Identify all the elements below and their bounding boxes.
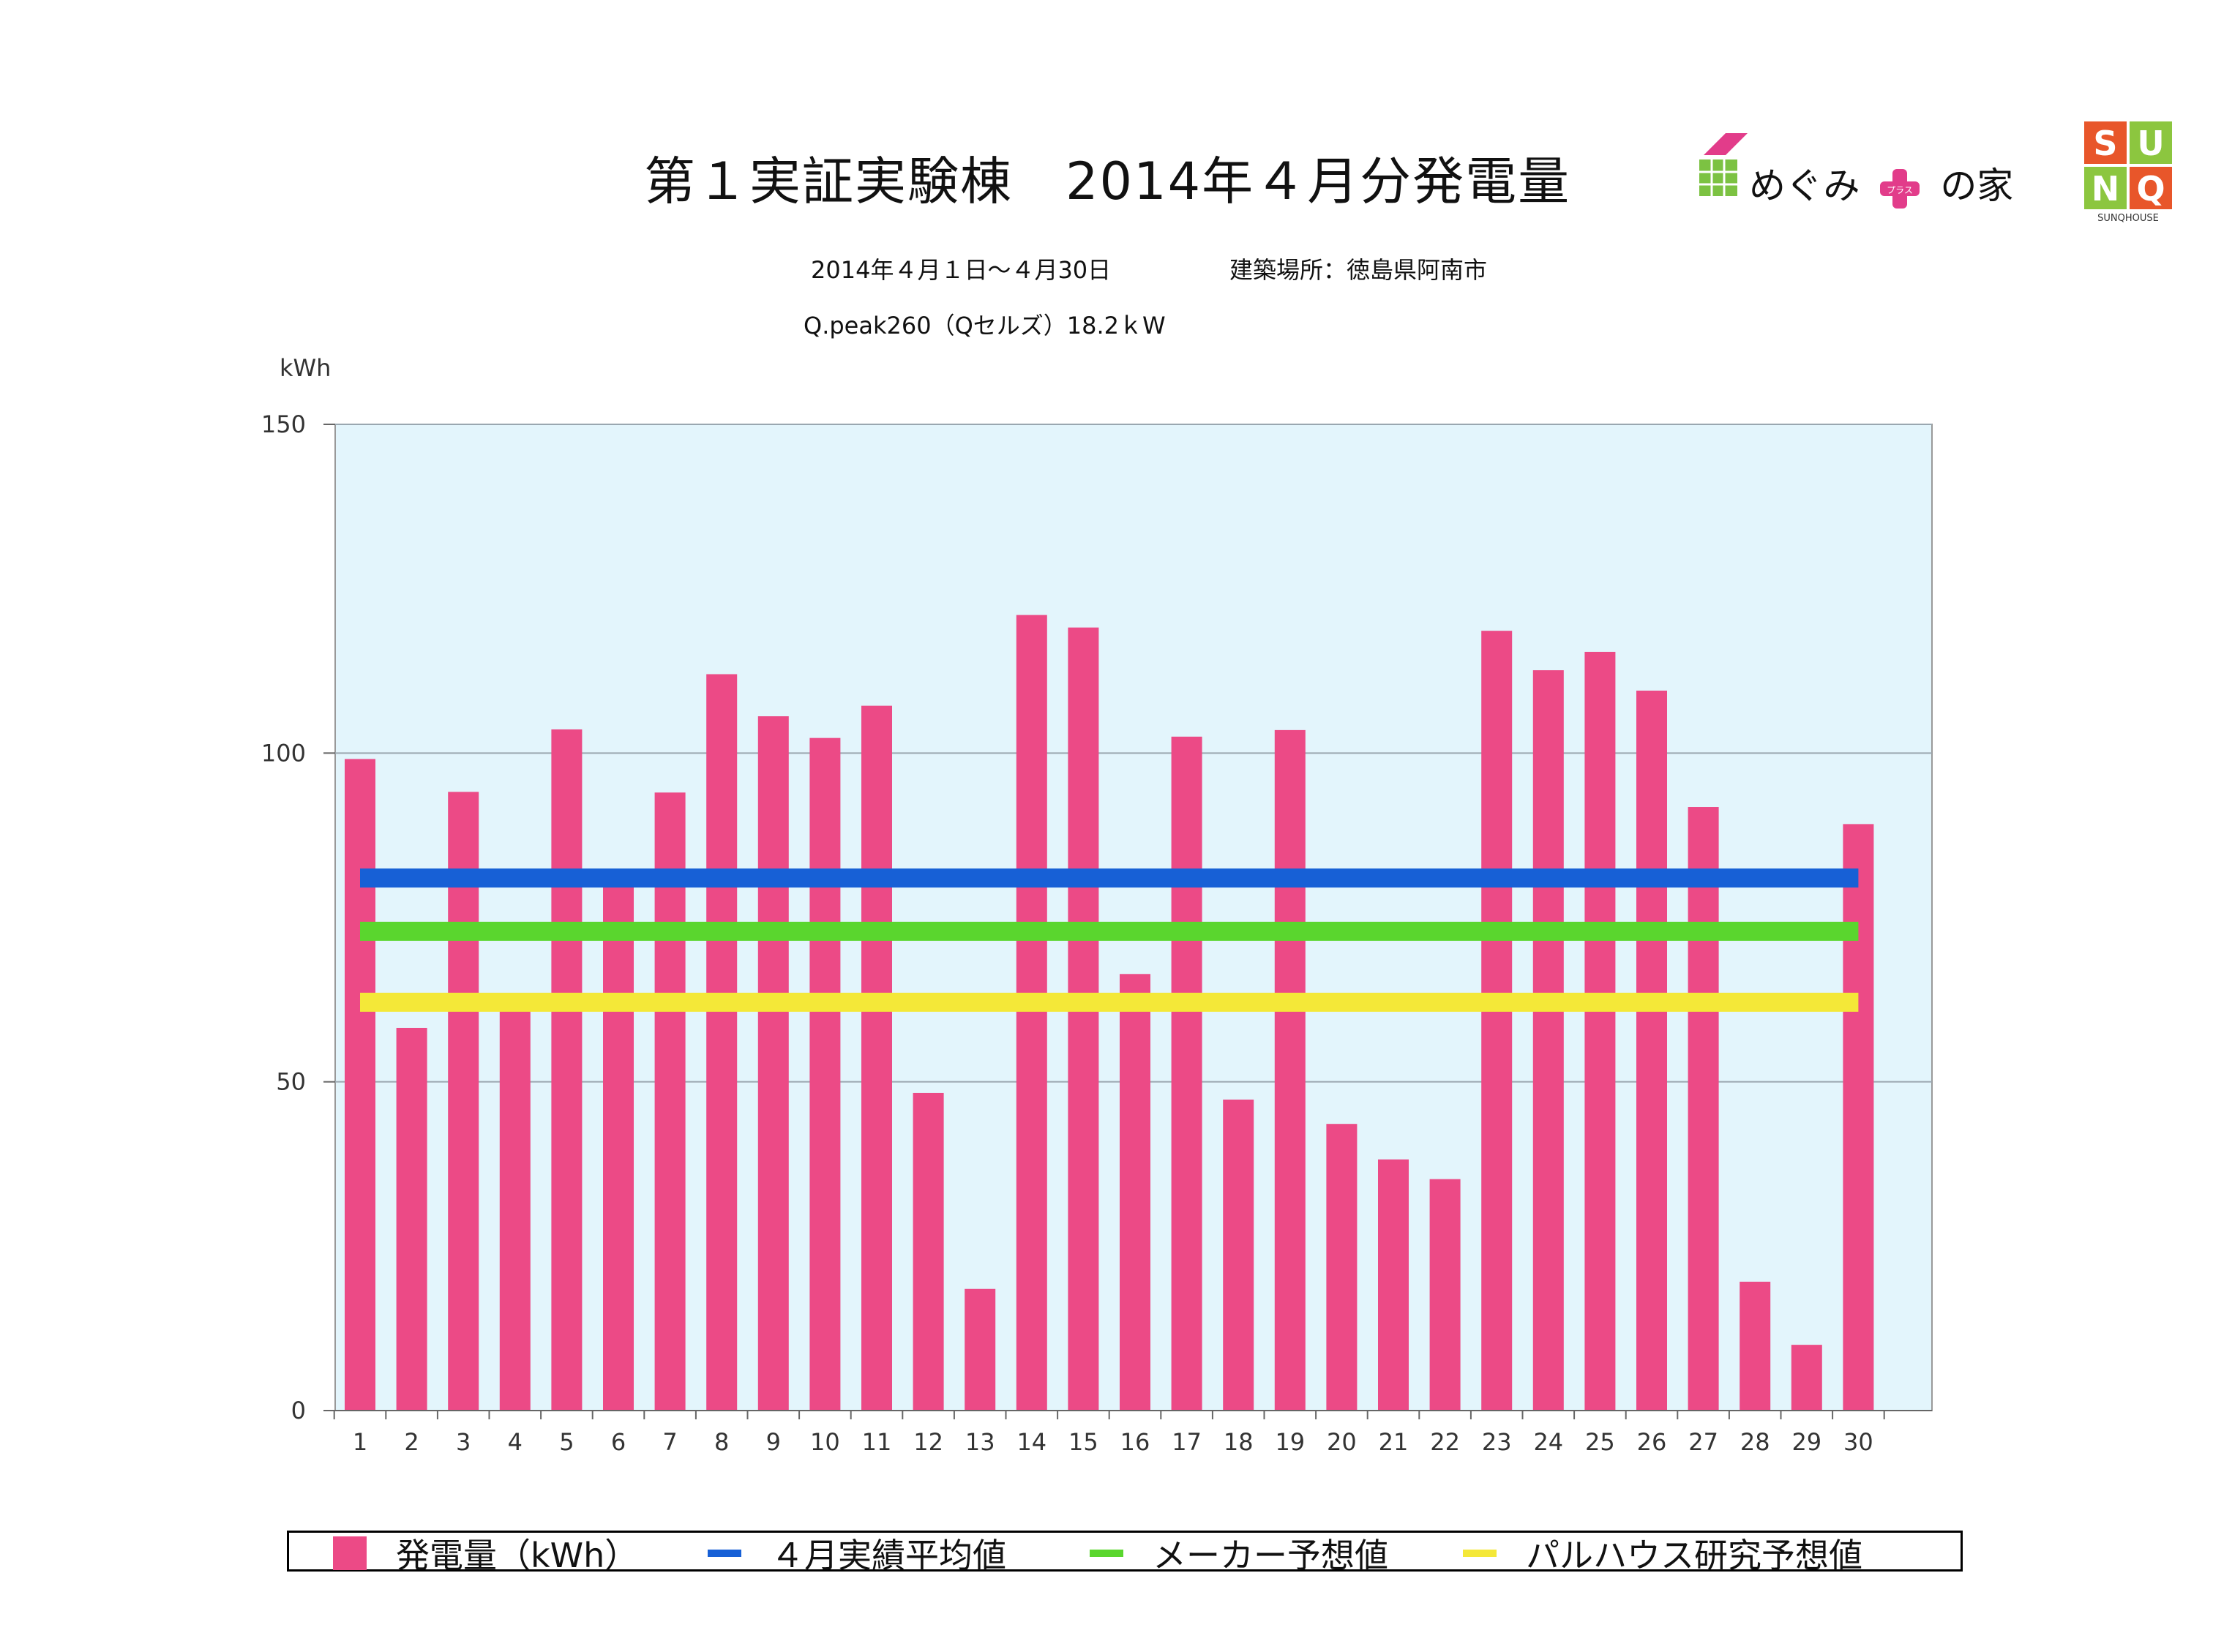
- x-tick-label: 25: [1585, 1428, 1615, 1456]
- solar-panel-house-icon: [1699, 133, 1748, 196]
- bar-day-8: [706, 674, 738, 1411]
- bar-day-3: [448, 792, 479, 1411]
- x-tick-label: 26: [1637, 1428, 1667, 1456]
- x-tick-label: 15: [1068, 1428, 1098, 1456]
- x-tick-label: 17: [1172, 1428, 1202, 1456]
- legend-label-research: パルハウス研究予想値: [1526, 1536, 1862, 1575]
- bar-day-10: [809, 737, 841, 1411]
- period-label: 2014年４月１日～４月30日: [811, 256, 1112, 284]
- x-tick-label: 6: [611, 1428, 626, 1456]
- bar-day-20: [1326, 1124, 1358, 1411]
- logo-text-left: めぐみ: [1749, 165, 1860, 207]
- legend-swatch-research: [1463, 1550, 1497, 1557]
- x-tick-label: 21: [1379, 1428, 1409, 1456]
- bar-day-22: [1429, 1179, 1461, 1411]
- logo-letter-s: S: [2093, 124, 2117, 163]
- x-tick-label: 28: [1740, 1428, 1770, 1456]
- legend-swatch-bar: [333, 1536, 367, 1570]
- x-tick-label: 4: [508, 1428, 523, 1456]
- x-tick-label: 12: [913, 1428, 943, 1456]
- bar-day-7: [654, 792, 686, 1411]
- location-label: 建築場所：徳島県阿南市: [1229, 256, 1488, 284]
- legend-swatch-average: [708, 1550, 741, 1557]
- logo-plus-label: プラス: [1887, 185, 1914, 195]
- bar-day-19: [1274, 729, 1306, 1411]
- megumi-plus-logo: めぐみ プラス の家: [1696, 133, 2018, 209]
- bar-day-1: [345, 759, 375, 1411]
- x-tick-label: 5: [559, 1428, 574, 1456]
- megumi-logo-text: めぐみ プラス の家: [1749, 157, 2013, 209]
- x-tick-label: 19: [1275, 1428, 1305, 1456]
- logo-letter-u: U: [2137, 124, 2164, 163]
- legend-swatch-maker: [1090, 1550, 1123, 1557]
- x-tick-label: 27: [1688, 1428, 1718, 1456]
- bar-day-2: [396, 1027, 427, 1411]
- bar-day-16: [1120, 974, 1150, 1411]
- x-tick-label: 2: [404, 1428, 419, 1456]
- bar-day-30: [1843, 824, 1874, 1411]
- legend-item-average: ４月実績平均値: [708, 1533, 1006, 1575]
- y-tick-label: 0: [291, 1397, 306, 1424]
- bar-day-24: [1532, 670, 1564, 1411]
- bar-day-27: [1688, 807, 1719, 1411]
- legend-item-maker: メーカー予想値: [1090, 1533, 1388, 1575]
- bar-day-12: [913, 1092, 944, 1411]
- y-tick-label: 50: [276, 1068, 306, 1096]
- bar-day-11: [861, 705, 892, 1411]
- y-tick-label: 150: [261, 410, 306, 438]
- x-tick-label: 18: [1224, 1428, 1254, 1456]
- logo-letter-n: N: [2092, 169, 2120, 209]
- page-title: 第１実証実験棟 2014年４月分発電量: [644, 151, 1571, 211]
- x-tick-label: 1: [353, 1428, 367, 1456]
- bar-day-21: [1378, 1159, 1409, 1411]
- plus-cross-icon: プラス: [1880, 168, 1920, 209]
- panel-label: Q.peak260（Qセルズ）18.2ｋW: [804, 312, 1166, 339]
- x-tick-label: 13: [965, 1428, 995, 1456]
- x-tick-label: 30: [1843, 1428, 1873, 1456]
- x-tick-label: 9: [766, 1428, 781, 1456]
- x-tick-label: 8: [714, 1428, 729, 1456]
- bar-day-14: [1016, 615, 1047, 1411]
- bar-day-4: [499, 1010, 531, 1411]
- logo-letter-q: Q: [2136, 169, 2165, 209]
- legend-label-generation: 発電量（kWh）: [396, 1536, 639, 1575]
- chart-legend: 発電量（kWh） ４月実績平均値 メーカー予想値 パルハウス研究予想値: [287, 1531, 1963, 1575]
- x-tick-label: 14: [1016, 1428, 1046, 1456]
- bar-day-9: [757, 716, 789, 1411]
- x-tick-label: 24: [1533, 1428, 1563, 1456]
- logo-caption: SUNQHOUSE: [2097, 213, 2159, 224]
- x-tick-label: 23: [1482, 1428, 1512, 1456]
- x-tick-label: 3: [456, 1428, 471, 1456]
- bar-day-29: [1791, 1345, 1822, 1411]
- x-tick-label: 29: [1791, 1428, 1821, 1456]
- sunq-house-logo: S U N Q SUNQHOUSE: [2084, 121, 2172, 224]
- x-tick-label: 10: [810, 1428, 840, 1456]
- bar-day-18: [1223, 1099, 1254, 1411]
- x-tick-label: 16: [1120, 1428, 1150, 1456]
- legend-item-research: パルハウス研究予想値: [1463, 1533, 1862, 1575]
- legend-label-maker: メーカー予想値: [1153, 1536, 1388, 1575]
- bar-day-13: [965, 1288, 996, 1411]
- bar-day-17: [1171, 736, 1202, 1411]
- x-tick-label: 22: [1430, 1428, 1460, 1456]
- bar-day-23: [1481, 631, 1513, 1411]
- bar-day-6: [603, 885, 634, 1411]
- x-tick-label: 11: [862, 1428, 892, 1456]
- bar-day-5: [551, 729, 583, 1411]
- logo-text-right: の家: [1940, 165, 2014, 207]
- legend-label-average: ４月実績平均値: [771, 1536, 1006, 1575]
- y-axis-label: kWh: [280, 354, 331, 382]
- bar-day-15: [1068, 627, 1099, 1411]
- bar-day-25: [1584, 651, 1616, 1411]
- bar-day-26: [1636, 690, 1667, 1411]
- y-tick-label: 100: [261, 739, 306, 767]
- x-tick-label: 7: [662, 1428, 677, 1456]
- bar-day-28: [1740, 1281, 1771, 1411]
- x-tick-label: 20: [1327, 1428, 1357, 1456]
- legend-item-generation: 発電量（kWh）: [333, 1533, 638, 1575]
